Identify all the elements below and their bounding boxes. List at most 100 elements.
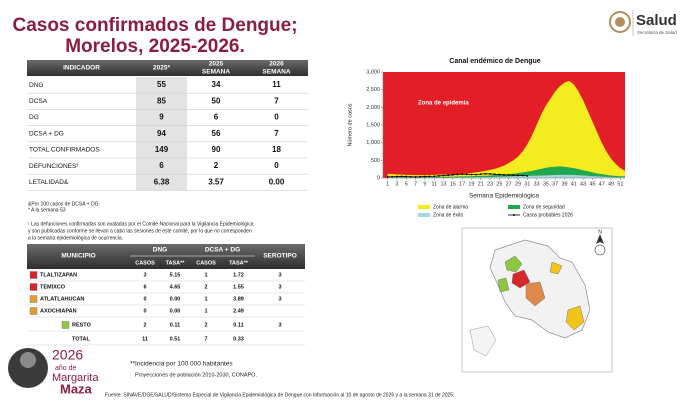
row-label: ATLATLAHUCAN [40, 296, 84, 302]
row-label: DNG [29, 82, 43, 89]
municipality [549, 261, 563, 275]
chart: Canal endémico de Dengue Zona de epidemia… [347, 58, 625, 218]
point [512, 174, 515, 177]
area [387, 174, 625, 178]
point [386, 176, 389, 178]
x-tick-label: 3 [395, 181, 398, 187]
cell: 0.11 [170, 322, 180, 328]
cell: 0 [143, 308, 146, 314]
compass [596, 234, 604, 244]
row-label: AXOCHIAPAN [40, 308, 77, 314]
cell: 2.49 [233, 308, 244, 314]
group-header: SEROTIPO [263, 253, 297, 260]
point [503, 173, 505, 176]
y-tick-label: 1,000 [366, 140, 380, 146]
row-label: DCSA + DG [29, 130, 64, 137]
x-axis-label: Semana Epidemiológica [469, 193, 539, 200]
cell: 0.51 [170, 336, 181, 342]
municipality [497, 277, 510, 293]
point [489, 173, 491, 175]
color-key [61, 321, 70, 329]
x-tick-label: 23 [487, 181, 493, 187]
logo-subtitle: Secretaría de Salud [637, 30, 677, 35]
note: &Por 100 casos de DCSA + DG. [28, 201, 100, 207]
cell: 3.57 [208, 177, 224, 186]
salud-logo: Salud Secretaría de Salud [609, 10, 677, 36]
group-header: DNG [153, 247, 167, 254]
cell: 94 [157, 129, 166, 138]
municipality [525, 281, 546, 307]
point [451, 173, 454, 176]
sub-header: CASOS [196, 260, 216, 266]
color-key [29, 307, 38, 315]
x-tick-label: 1 [386, 181, 389, 187]
sub-header: CASOS [135, 260, 155, 266]
column-header: 2025 [209, 61, 224, 68]
logo2-text: Maza [60, 381, 93, 396]
point [405, 175, 408, 178]
point [396, 175, 398, 178]
cell: 3.89 [233, 296, 244, 302]
x-tick-label: 47 [599, 181, 605, 187]
footnote: Proyecciones de población 2010-2030, CON… [135, 372, 257, 378]
logo2-year: 2026 [52, 347, 83, 363]
cell: 56 [212, 129, 221, 138]
point [456, 173, 459, 176]
x-tick-label: 31 [524, 181, 530, 187]
point [437, 174, 440, 177]
area [387, 80, 625, 178]
cell: 6.38 [154, 177, 170, 186]
cell: 1.72 [233, 272, 244, 278]
row-label: TOTAL [72, 336, 90, 342]
cell: 2 [143, 322, 146, 328]
column-header: INDICADOR [63, 65, 100, 72]
column-header: 2025* [153, 65, 170, 72]
point [493, 173, 496, 176]
x-tick-label: 13 [440, 181, 446, 187]
portrait [20, 352, 36, 368]
cell: 3 [143, 272, 146, 278]
compass [594, 244, 606, 256]
point [447, 174, 450, 177]
x-tick-label: 37 [552, 181, 558, 187]
table-header [27, 60, 308, 76]
x-tick-label: 43 [580, 181, 586, 187]
cell: 18 [272, 145, 281, 154]
x-tick-label: 17 [459, 181, 465, 187]
source: Fuente: SINAVE/DGE/SALUD/Sistema Especia… [105, 392, 454, 398]
row-label: DEFUNCIONES¹ [29, 163, 79, 170]
point [423, 175, 426, 178]
municipality [565, 305, 585, 331]
legend-label: Zona de alarma [433, 204, 468, 210]
y-tick-label: 500 [371, 158, 380, 164]
cell: 2 [204, 284, 207, 290]
footnote: **Incidencia por 100 000 habitantes [130, 361, 233, 368]
x-tick-label: 45 [589, 181, 595, 187]
point [484, 172, 487, 175]
sub-header: TASA** [229, 260, 249, 266]
note: ¹ Las defunciones confirmadas son avalad… [28, 221, 254, 227]
row-label: TOTAL CONFIRMADOS [29, 147, 100, 154]
cell: 7 [274, 129, 279, 138]
cell: 6 [214, 113, 219, 122]
logo-name: Salud [636, 12, 677, 29]
title-line: Casos confirmados de Dengue; [12, 15, 297, 36]
x-tick-label: 15 [450, 181, 456, 187]
column-header: 2026 [269, 61, 284, 68]
y-tick-label: 2,500 [366, 87, 380, 93]
note: y son publicadas conforme se llevan a ca… [28, 228, 252, 234]
column-header: SEMANA [202, 69, 230, 76]
legend-label: Zona de éxito [433, 212, 464, 218]
cell: 0.00 [170, 308, 181, 314]
annotation: Zona de epidemia [418, 101, 469, 107]
row-label: RESTO [72, 322, 92, 328]
cell: 1 [204, 272, 207, 278]
inset [469, 325, 497, 357]
cell: 50 [212, 96, 221, 105]
point [465, 173, 468, 176]
logo2-text: año de [55, 365, 77, 372]
column-header: SEMANA [262, 69, 290, 76]
x-tick-label: 33 [534, 181, 540, 187]
